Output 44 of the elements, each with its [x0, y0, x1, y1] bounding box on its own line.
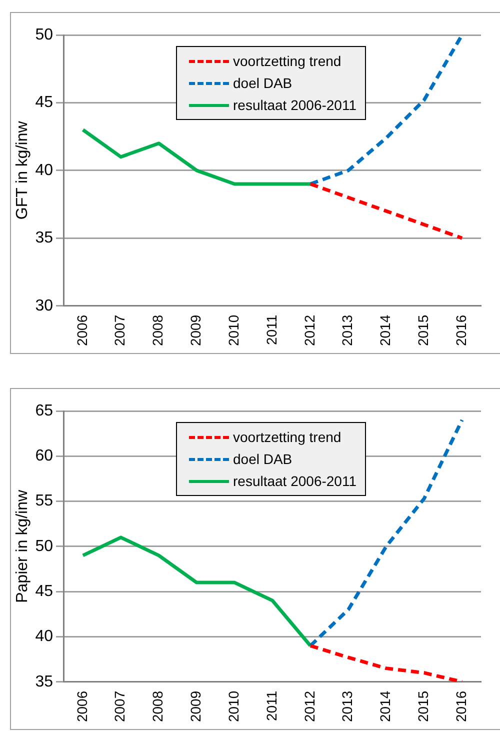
x-tick-label: 2015	[414, 690, 431, 722]
x-tick-label: 2011	[263, 690, 280, 721]
y-tick-label: 50	[35, 26, 54, 44]
legend-label: voortzetting trend	[233, 53, 342, 69]
x-tick-label: 2016	[452, 314, 469, 346]
x-tick-label: 2016	[452, 690, 469, 722]
legend-label: doel DAB	[233, 75, 292, 91]
y-axis-title: Papier in kg/inw	[14, 490, 32, 603]
x-tick-label: 2008	[150, 690, 166, 722]
x-tick-label: 2011	[263, 314, 280, 345]
x-tick-label: 2014	[377, 314, 394, 346]
x-tick-label: 2015	[414, 314, 431, 346]
x-tick-label: 2006	[74, 690, 90, 722]
y-tick-label: 40	[35, 162, 54, 179]
x-tick-label: 2006	[74, 314, 90, 346]
x-tick-label: 2013	[339, 314, 356, 346]
x-tick-label: 2013	[339, 690, 356, 722]
x-tick-label: 2007	[112, 690, 128, 722]
y-tick-label: 45	[35, 94, 54, 112]
legend-label: doel DAB	[233, 451, 292, 467]
legend-label: voortzetting trend	[233, 429, 342, 445]
y-tick-label: 65	[35, 402, 54, 420]
x-tick-label: 2014	[377, 690, 394, 722]
x-tick-label: 2012	[301, 690, 318, 722]
y-tick-label: 30	[35, 297, 54, 314]
x-tick-label: 2010	[225, 690, 242, 722]
legend-label: resultaat 2006-2011	[233, 97, 356, 113]
line-series	[308, 644, 464, 682]
y-tick-label: 40	[35, 628, 54, 646]
y-tick-label: 55	[35, 492, 54, 510]
y-tick-label: 50	[35, 538, 54, 555]
legend-label: resultaat 2006-2011	[233, 473, 356, 489]
y-axis-title: GFT in kg/inw	[14, 120, 32, 220]
y-tick-label: 35	[35, 673, 54, 690]
line-series	[308, 182, 464, 240]
x-tick-label: 2008	[150, 314, 166, 346]
x-tick-label: 2012	[301, 314, 318, 346]
y-tick-label: 45	[35, 582, 54, 600]
y-tick-label: 35	[35, 230, 54, 247]
x-tick-label: 2007	[112, 314, 128, 346]
x-tick-label: 2010	[225, 314, 242, 346]
x-tick-label: 2009	[188, 690, 204, 722]
y-tick-label: 60	[35, 448, 54, 465]
x-tick-label: 2009	[188, 314, 204, 346]
